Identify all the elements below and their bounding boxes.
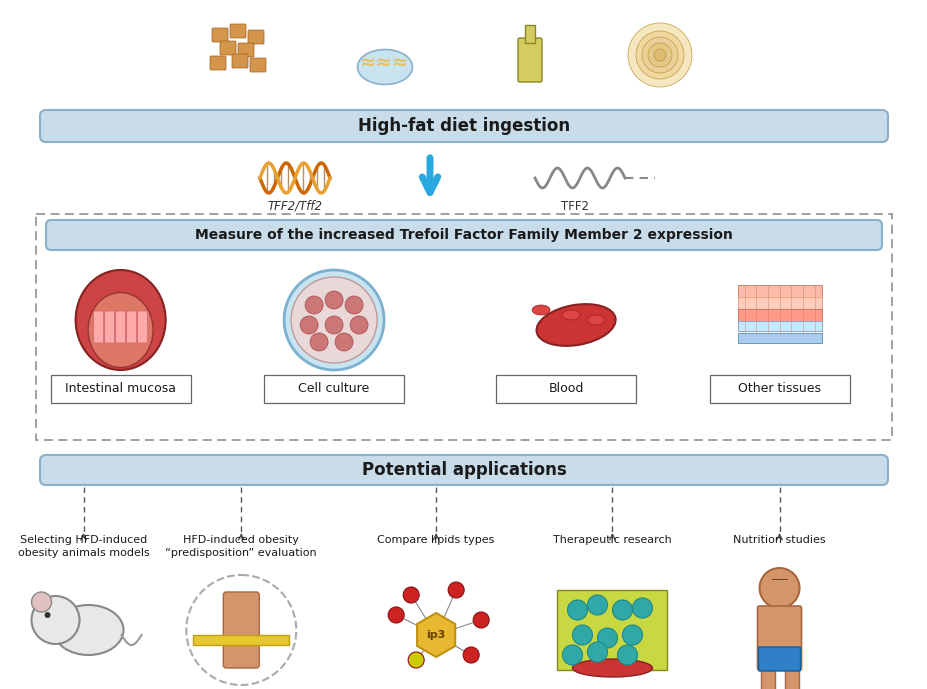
Text: Other tissues: Other tissues xyxy=(737,382,820,395)
FancyBboxPatch shape xyxy=(210,56,226,70)
Ellipse shape xyxy=(54,605,123,655)
Circle shape xyxy=(473,612,489,628)
Text: Nutrition studies: Nutrition studies xyxy=(732,535,825,545)
Circle shape xyxy=(622,625,641,645)
FancyBboxPatch shape xyxy=(211,28,228,42)
FancyBboxPatch shape xyxy=(230,24,246,38)
Circle shape xyxy=(284,270,384,370)
Circle shape xyxy=(597,628,616,648)
FancyBboxPatch shape xyxy=(757,647,800,671)
Circle shape xyxy=(408,652,424,668)
Circle shape xyxy=(345,296,362,314)
Circle shape xyxy=(305,296,323,314)
FancyBboxPatch shape xyxy=(46,220,881,250)
Circle shape xyxy=(628,23,692,87)
Bar xyxy=(264,375,403,403)
Bar xyxy=(557,590,667,670)
Circle shape xyxy=(387,607,404,623)
Circle shape xyxy=(448,582,464,598)
Bar xyxy=(709,375,848,403)
Bar xyxy=(36,214,891,440)
Text: ___: ___ xyxy=(770,570,787,580)
Circle shape xyxy=(402,587,419,603)
Text: Potential applications: Potential applications xyxy=(362,461,565,479)
Text: Compare lipids types: Compare lipids types xyxy=(377,535,494,545)
Ellipse shape xyxy=(88,293,153,367)
Text: TFF2: TFF2 xyxy=(561,200,589,212)
Bar xyxy=(737,309,820,321)
Bar xyxy=(737,321,820,331)
Circle shape xyxy=(635,31,683,79)
Circle shape xyxy=(641,37,678,73)
Bar xyxy=(760,670,774,689)
Bar xyxy=(737,285,820,300)
Ellipse shape xyxy=(531,305,550,315)
Polygon shape xyxy=(416,613,455,657)
Circle shape xyxy=(616,645,637,665)
Circle shape xyxy=(632,598,652,618)
Circle shape xyxy=(32,592,52,612)
Text: Blood: Blood xyxy=(548,382,583,395)
Text: Selecting HFD-induced
obesity animals models: Selecting HFD-induced obesity animals mo… xyxy=(18,535,149,558)
FancyBboxPatch shape xyxy=(220,41,235,55)
FancyBboxPatch shape xyxy=(116,311,125,343)
Ellipse shape xyxy=(587,315,604,325)
Text: Cell culture: Cell culture xyxy=(298,382,369,395)
Circle shape xyxy=(310,333,328,351)
Circle shape xyxy=(758,568,799,608)
Circle shape xyxy=(324,316,343,334)
Ellipse shape xyxy=(536,304,615,346)
FancyBboxPatch shape xyxy=(126,311,136,343)
FancyBboxPatch shape xyxy=(223,592,259,668)
FancyBboxPatch shape xyxy=(232,54,248,68)
FancyBboxPatch shape xyxy=(40,455,887,485)
FancyBboxPatch shape xyxy=(249,58,266,72)
FancyBboxPatch shape xyxy=(105,311,115,343)
Circle shape xyxy=(349,316,368,334)
Bar xyxy=(525,25,535,43)
Circle shape xyxy=(654,49,666,61)
Ellipse shape xyxy=(572,659,652,677)
Text: Therapeutic research: Therapeutic research xyxy=(552,535,671,545)
Circle shape xyxy=(463,647,478,663)
FancyBboxPatch shape xyxy=(94,311,104,343)
Bar xyxy=(737,297,820,309)
Circle shape xyxy=(587,642,607,662)
Text: HFD-induced obesity
“predisposition” evaluation: HFD-induced obesity “predisposition” eva… xyxy=(165,535,317,558)
Ellipse shape xyxy=(76,270,165,370)
Text: ip3: ip3 xyxy=(426,630,445,640)
Text: Intestinal mucosa: Intestinal mucosa xyxy=(65,382,176,395)
Circle shape xyxy=(291,277,376,363)
Bar xyxy=(193,635,289,645)
Circle shape xyxy=(572,625,591,645)
Text: ≈≈≈: ≈≈≈ xyxy=(360,52,409,72)
Circle shape xyxy=(562,645,582,665)
Bar xyxy=(496,375,635,403)
FancyBboxPatch shape xyxy=(756,606,801,670)
Text: High-fat diet ingestion: High-fat diet ingestion xyxy=(358,117,569,135)
FancyBboxPatch shape xyxy=(137,311,147,343)
Circle shape xyxy=(44,612,50,618)
FancyBboxPatch shape xyxy=(248,30,263,44)
Bar xyxy=(783,670,797,689)
FancyBboxPatch shape xyxy=(517,38,541,82)
Circle shape xyxy=(612,600,632,620)
Circle shape xyxy=(647,43,671,67)
Text: Measure of the increased Trefoil Factor Family Member 2 expression: Measure of the increased Trefoil Factor … xyxy=(195,228,732,242)
Bar xyxy=(737,333,820,343)
Ellipse shape xyxy=(562,310,579,320)
Circle shape xyxy=(567,600,587,620)
Circle shape xyxy=(299,316,318,334)
Circle shape xyxy=(32,596,80,644)
Bar xyxy=(51,375,190,403)
Circle shape xyxy=(587,595,607,615)
FancyBboxPatch shape xyxy=(40,110,887,142)
Circle shape xyxy=(324,291,343,309)
FancyBboxPatch shape xyxy=(237,43,254,57)
Circle shape xyxy=(335,333,352,351)
Text: TFF2/Tff2: TFF2/Tff2 xyxy=(267,200,323,212)
Ellipse shape xyxy=(357,50,413,85)
